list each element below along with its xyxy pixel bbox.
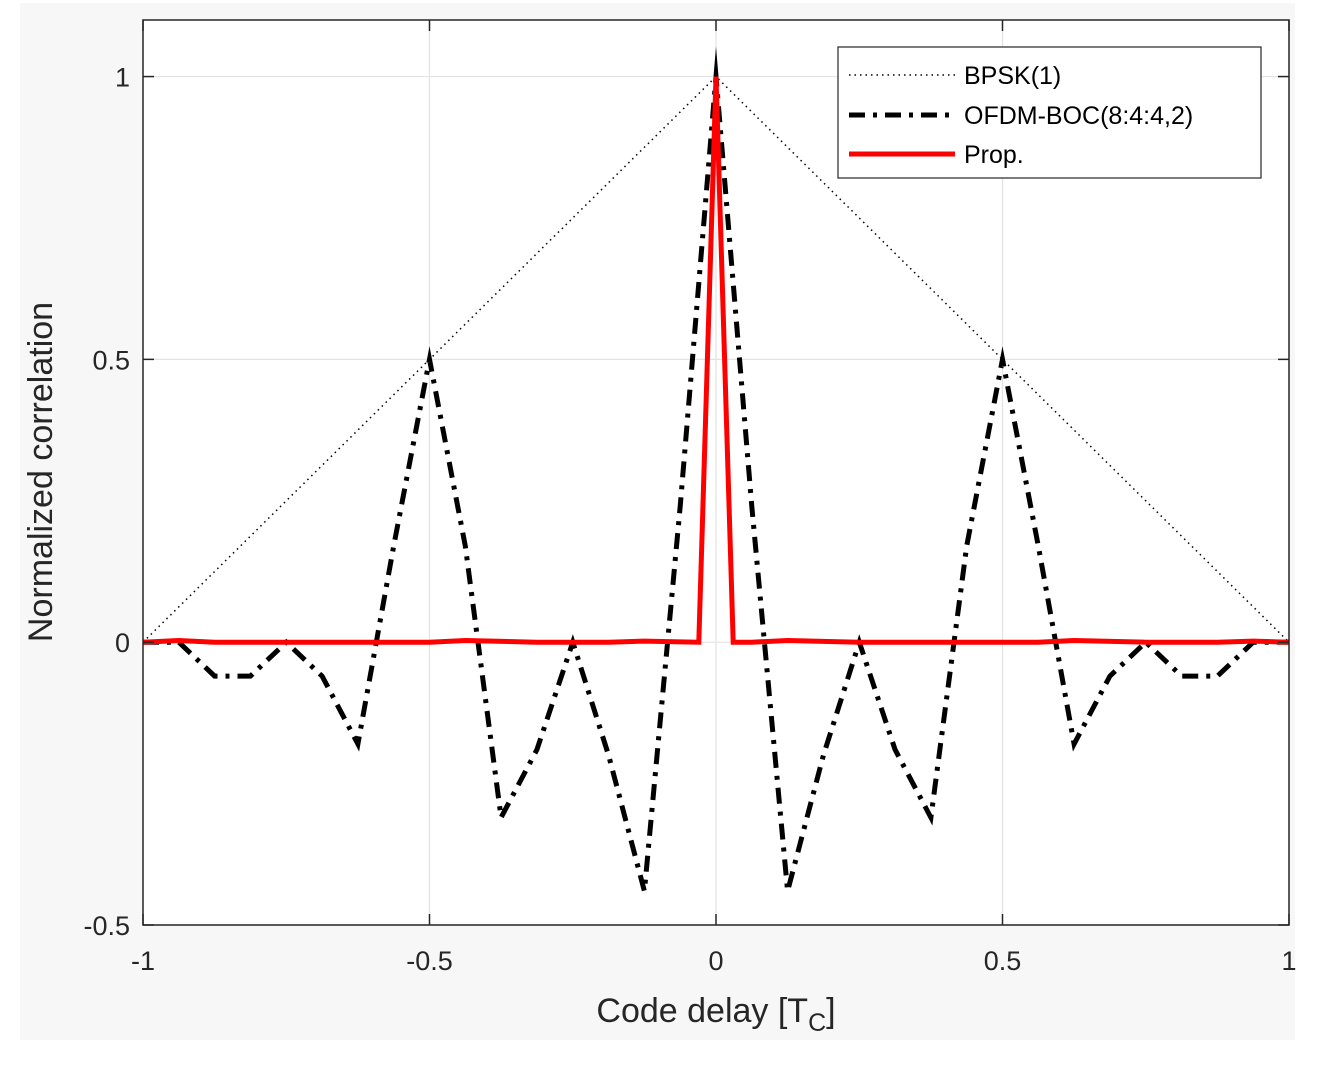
legend: BPSK(1) OFDM-BOC(8:4:4,2) Prop. — [837, 46, 1262, 179]
x-axis-label: Code delay [TC] — [596, 992, 835, 1037]
series-lines — [142, 46, 1290, 906]
y-tick-label-2: 0.5 — [92, 345, 130, 375]
x-tick-label-3: 0.5 — [984, 946, 1022, 976]
legend-label-ofdm-boc: OFDM-BOC(8:4:4,2) — [964, 102, 1193, 130]
legend-label-bpsk: BPSK(1) — [964, 62, 1061, 90]
series-line-prop — [142, 76, 1290, 645]
x-axis-label-suffix: ] — [826, 992, 835, 1030]
axis-ticks: -1 -0.5 0 0.5 1-0.500.51 — [83, 20, 1297, 976]
x-tick-label-2: 0 — [708, 946, 723, 976]
x-tick-label-0: -1 — [131, 946, 155, 976]
legend-label-prop: Prop. — [964, 141, 1024, 169]
y-tick-label-3: 1 — [115, 63, 130, 93]
x-axis-label-subscript: C — [808, 1009, 826, 1037]
y-tick-label-1: 0 — [115, 628, 130, 658]
y-axis-label: Normalized correlation — [22, 302, 60, 642]
x-tick-label-4: 1 — [1281, 946, 1296, 976]
y-tick-label-0: -0.5 — [83, 911, 130, 941]
x-tick-label-1: -0.5 — [406, 946, 453, 976]
x-axis-label-main: Code delay [T — [596, 992, 808, 1030]
